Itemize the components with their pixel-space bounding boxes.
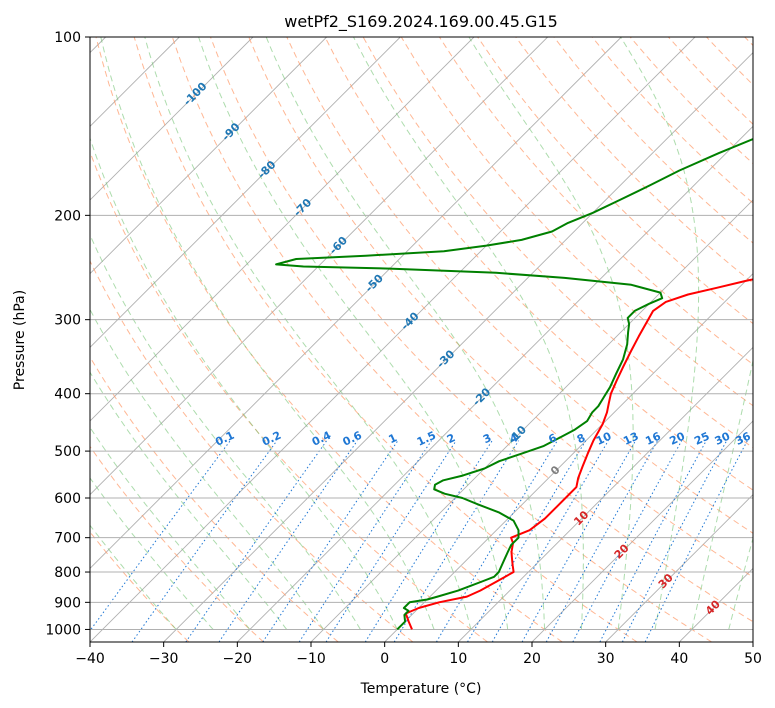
- y-tick-label: 600: [54, 491, 81, 507]
- mixing-ratio-line: [521, 440, 637, 642]
- moist-adiabat-line: [90, 477, 214, 630]
- profiles: [275, 138, 753, 631]
- x-tick-label: −40: [75, 651, 105, 667]
- y-tick-label: 300: [54, 313, 81, 329]
- background-lines: [90, 37, 753, 642]
- mixing-ratio-label: 25: [692, 430, 711, 448]
- x-axis: −40 −30 −20 −10 0 10 20 30 40 50: [75, 642, 762, 667]
- x-tick-label: 50: [744, 651, 762, 667]
- moist-adiabat-line: [90, 233, 361, 630]
- mixing-ratio-line: [644, 440, 748, 642]
- mixing-ratio-label: 10: [594, 429, 614, 447]
- isotherm-line: [90, 37, 475, 422]
- x-tick-label: −30: [149, 651, 179, 667]
- chart-title: wetPf2_S169.2024.169.00.45.G15: [284, 12, 558, 32]
- dewpoint-profile-line: [275, 138, 753, 631]
- isotherm-line: [90, 37, 254, 201]
- y-tick-label: 700: [54, 531, 81, 547]
- mixing-ratio-line: [545, 440, 659, 642]
- y-tick-label: 200: [54, 208, 81, 224]
- mixing-ratio-line: [325, 440, 457, 642]
- mixing-ratio-line: [364, 440, 493, 642]
- mixing-ratio-line: [393, 440, 520, 642]
- isotherm-line: [90, 37, 548, 496]
- moist-adiabat-line: [90, 136, 398, 630]
- isotherm-line: [90, 37, 327, 275]
- mixing-ratio-label: 30: [713, 429, 733, 447]
- isotherm-line: [384, 273, 753, 642]
- x-tick-label: 40: [670, 651, 688, 667]
- mixing-ratio-line: [435, 440, 558, 642]
- moist-adiabat-line: [144, 37, 472, 630]
- dry-adiabat-line: [248, 37, 753, 578]
- y-tick-label: 100: [54, 30, 81, 46]
- isotherm-line: [458, 346, 753, 642]
- moist-adiabat-line: [90, 524, 177, 630]
- pressure-grid: [90, 37, 753, 630]
- isotherm-line: [237, 125, 753, 642]
- mixing-ratio-line: [131, 440, 278, 642]
- dry-adiabat-line: [324, 37, 753, 491]
- dry-adiabat-line: [95, 37, 563, 642]
- dry-adiabat-line: [90, 445, 264, 642]
- dry-adiabat-line: [286, 37, 753, 534]
- x-tick-label: 0: [380, 651, 389, 667]
- mixing-ratio-line: [298, 440, 432, 642]
- isotherm-line: [90, 37, 622, 569]
- isotherm-line: [605, 494, 753, 642]
- moist-adiabat-line: [90, 426, 251, 630]
- y-tick-label: 400: [54, 387, 81, 403]
- y-axis-title: Pressure (hPa): [12, 290, 28, 390]
- moist-adiabat-line: [728, 536, 753, 630]
- mixing-ratio-line: [491, 440, 609, 642]
- moist-adiabat-line: [90, 371, 288, 630]
- mixing-ratio-label: 36: [733, 429, 753, 447]
- mixing-ratio-label: 16: [643, 429, 663, 447]
- dry-adiabat-line: [90, 259, 414, 642]
- mixing-ratio-label: 20: [668, 429, 688, 447]
- dry-adiabat-line: [90, 356, 339, 642]
- y-tick-label: 800: [54, 565, 81, 581]
- x-tick-label: −10: [296, 651, 326, 667]
- moist-adiabat-line: [265, 37, 546, 630]
- y-axis: 100 200 300 400 500 600 700 800 900 1000: [45, 30, 90, 638]
- mixing-ratio-line: [185, 440, 328, 642]
- moist-adiabat-line: [620, 37, 700, 630]
- x-tick-label: −20: [223, 651, 253, 667]
- moist-adiabat-line: [468, 37, 634, 630]
- plot-frame: [89, 36, 754, 643]
- mixing-ratio-line: [467, 440, 587, 642]
- isotherm-line: [90, 37, 696, 642]
- plot-area: [90, 37, 753, 642]
- isotherm-line: [163, 52, 753, 642]
- y-tick-label: 1000: [45, 622, 81, 638]
- x-axis-title: Temperature (°C): [360, 681, 482, 697]
- isotherm-line: [90, 37, 401, 348]
- y-tick-label: 900: [54, 595, 81, 611]
- dry-adiabat-line: [515, 37, 753, 284]
- x-tick-label: 30: [597, 651, 615, 667]
- mixing-ratio-line: [90, 440, 231, 632]
- dry-adiabat-line: [171, 37, 712, 642]
- mixing-ratio-line: [572, 440, 683, 642]
- dry-adiabat-line: [210, 37, 753, 623]
- x-tick-label: 20: [523, 651, 541, 667]
- y-tick-label: 500: [54, 444, 81, 460]
- moist-adiabat-line: [691, 358, 753, 630]
- moist-adiabat-line: [100, 37, 435, 630]
- mixing-ratio-line: [262, 440, 399, 642]
- isotherm-line: [531, 420, 753, 642]
- mixing-ratio-label: 13: [621, 430, 640, 448]
- moist-adiabat-line: [90, 308, 324, 630]
- x-tick-label: 10: [449, 651, 467, 667]
- temperature-profile-line: [404, 278, 753, 630]
